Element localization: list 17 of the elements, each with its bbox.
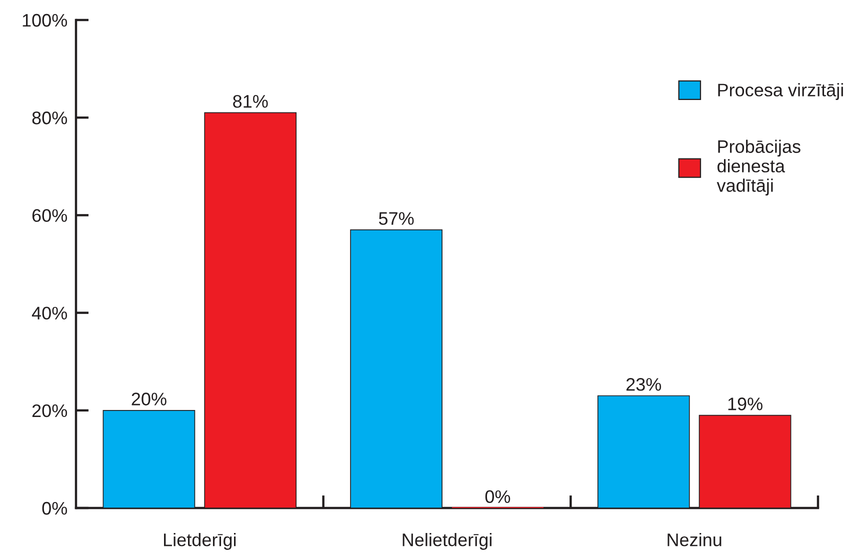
y-tick-label: 0% xyxy=(42,502,68,515)
x-tick-label: Nezinu xyxy=(668,533,722,546)
data-label: 0% xyxy=(485,490,510,504)
data-label: 19% xyxy=(728,398,762,410)
y-tick-label: 100% xyxy=(22,14,68,27)
data-label: 81% xyxy=(233,94,268,108)
y-tick-label: 60% xyxy=(32,209,68,222)
x-tick-label: Lietderīgi xyxy=(164,533,236,550)
y-tick-label: 80% xyxy=(32,112,68,124)
legend-label: Procesa virzītāji xyxy=(718,83,843,100)
data-label: 20% xyxy=(132,392,166,406)
legend-label: Probācijas dienesta vadītāji xyxy=(716,140,800,196)
x-tick-label: Nelietderīgi xyxy=(402,533,492,550)
y-tick-label: 40% xyxy=(32,306,68,320)
data-label: 57% xyxy=(378,212,414,225)
data-label: 23% xyxy=(626,378,662,391)
y-tick-label: 20% xyxy=(32,404,68,418)
